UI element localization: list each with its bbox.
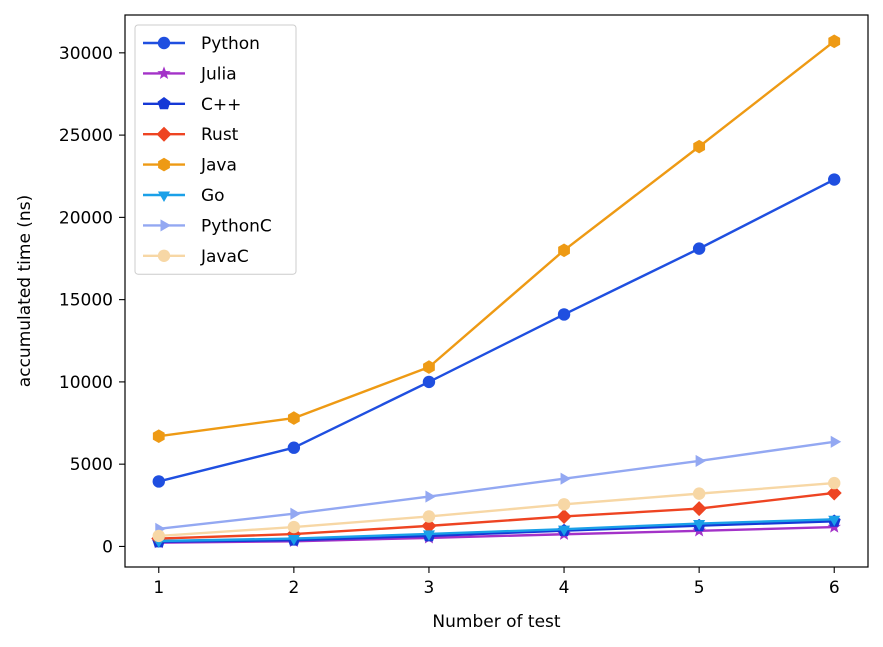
legend-marker	[157, 97, 171, 110]
legend-label: Go	[201, 186, 225, 206]
data-point-python	[422, 375, 436, 389]
legend-marker	[157, 36, 171, 50]
data-point-python	[152, 475, 165, 488]
series-javac	[152, 476, 841, 543]
series-line-javac	[158, 481, 835, 538]
legend-label: JavaC	[200, 247, 249, 267]
plot-area	[151, 34, 842, 549]
y-tick-label: 15000	[59, 291, 113, 311]
x-tick-label: 1	[153, 578, 164, 598]
data-point-python	[287, 441, 301, 454]
y-tick-label: 0	[102, 537, 113, 557]
data-point-pythonc	[290, 507, 301, 520]
data-point-javac	[287, 520, 301, 534]
legend-item-javac: JavaC	[143, 247, 249, 267]
legend-item-go: Go	[143, 186, 225, 206]
series-line-pythonc	[158, 440, 835, 531]
y-tick-label: 20000	[59, 208, 113, 228]
data-point-python	[828, 173, 841, 186]
data-point-python	[557, 308, 571, 321]
legend-label: C++	[201, 95, 241, 115]
x-axis-label: Number of test	[432, 612, 560, 632]
legend-marker	[157, 249, 171, 262]
legend-item-rust: Rust	[143, 125, 239, 145]
data-point-rust	[826, 485, 842, 501]
data-point-pythonc	[830, 435, 842, 448]
data-point-go	[287, 535, 300, 546]
legend-label: Julia	[200, 64, 237, 84]
legend-label: PythonC	[201, 216, 272, 236]
series-python	[152, 173, 841, 488]
legend-label: Rust	[201, 125, 239, 145]
legend-marker	[157, 191, 171, 202]
data-point-javac	[692, 487, 706, 500]
legend-item-cplusplus: C++	[143, 95, 241, 115]
data-point-java	[558, 243, 570, 258]
legend-marker	[160, 219, 171, 232]
legend-marker	[158, 157, 170, 172]
data-point-javac	[152, 529, 165, 543]
data-point-rust	[691, 501, 707, 517]
legend-marker	[157, 66, 171, 80]
series-line-go	[158, 518, 835, 543]
series-line-python	[158, 178, 835, 483]
y-tick-label: 30000	[59, 44, 113, 64]
data-point-go	[422, 530, 436, 541]
data-point-rust	[421, 518, 437, 534]
data-point-go	[828, 515, 841, 527]
data-point-rust	[556, 508, 572, 524]
legend: Python Julia C++ Rust Java Go PythonC JavaC	[134, 24, 297, 275]
y-tick-label: 25000	[59, 126, 113, 146]
data-point-java	[693, 139, 706, 154]
data-point-pythonc	[560, 472, 572, 485]
y-tick-label: 5000	[70, 455, 113, 475]
data-point-javac	[828, 476, 841, 490]
data-point-go	[557, 525, 571, 537]
series-java	[152, 34, 841, 443]
x-tick-label: 2	[288, 578, 299, 598]
plot-frame	[124, 14, 869, 568]
y-axis: 0 5000 10000 15000 20000 25000 30000	[59, 44, 125, 557]
legend-item-pythonc: PythonC	[143, 216, 272, 236]
data-point-pythonc	[425, 490, 436, 503]
legend-label: Java	[200, 156, 237, 176]
x-axis: 1 2 3 4 5 6	[153, 567, 840, 598]
x-tick-label: 4	[559, 578, 570, 598]
legend-item-python: Python	[143, 34, 260, 54]
data-point-go	[693, 520, 706, 531]
data-point-java	[828, 34, 841, 49]
y-axis-label: accumulated time (ns)	[15, 195, 35, 387]
legend-box	[134, 24, 297, 275]
data-point-javac	[557, 498, 571, 511]
series-line-java	[158, 40, 835, 438]
data-point-java	[423, 360, 435, 374]
data-point-pythonc	[695, 454, 707, 467]
data-point-java	[152, 429, 165, 443]
series-line-cplusplus	[158, 520, 835, 544]
data-point-java	[287, 411, 300, 425]
data-point-javac	[422, 510, 436, 523]
series-pythonc	[155, 435, 842, 535]
legend-item-julia: Julia	[143, 64, 237, 84]
x-tick-label: 3	[424, 578, 435, 598]
data-point-python	[692, 242, 706, 255]
series-line-rust	[158, 491, 835, 540]
x-tick-label: 6	[829, 578, 840, 598]
y-tick-label: 10000	[59, 373, 113, 393]
x-tick-label: 5	[694, 578, 705, 598]
legend-marker	[156, 126, 172, 142]
legend-item-java: Java	[143, 156, 237, 176]
legend-label: Python	[201, 34, 260, 54]
